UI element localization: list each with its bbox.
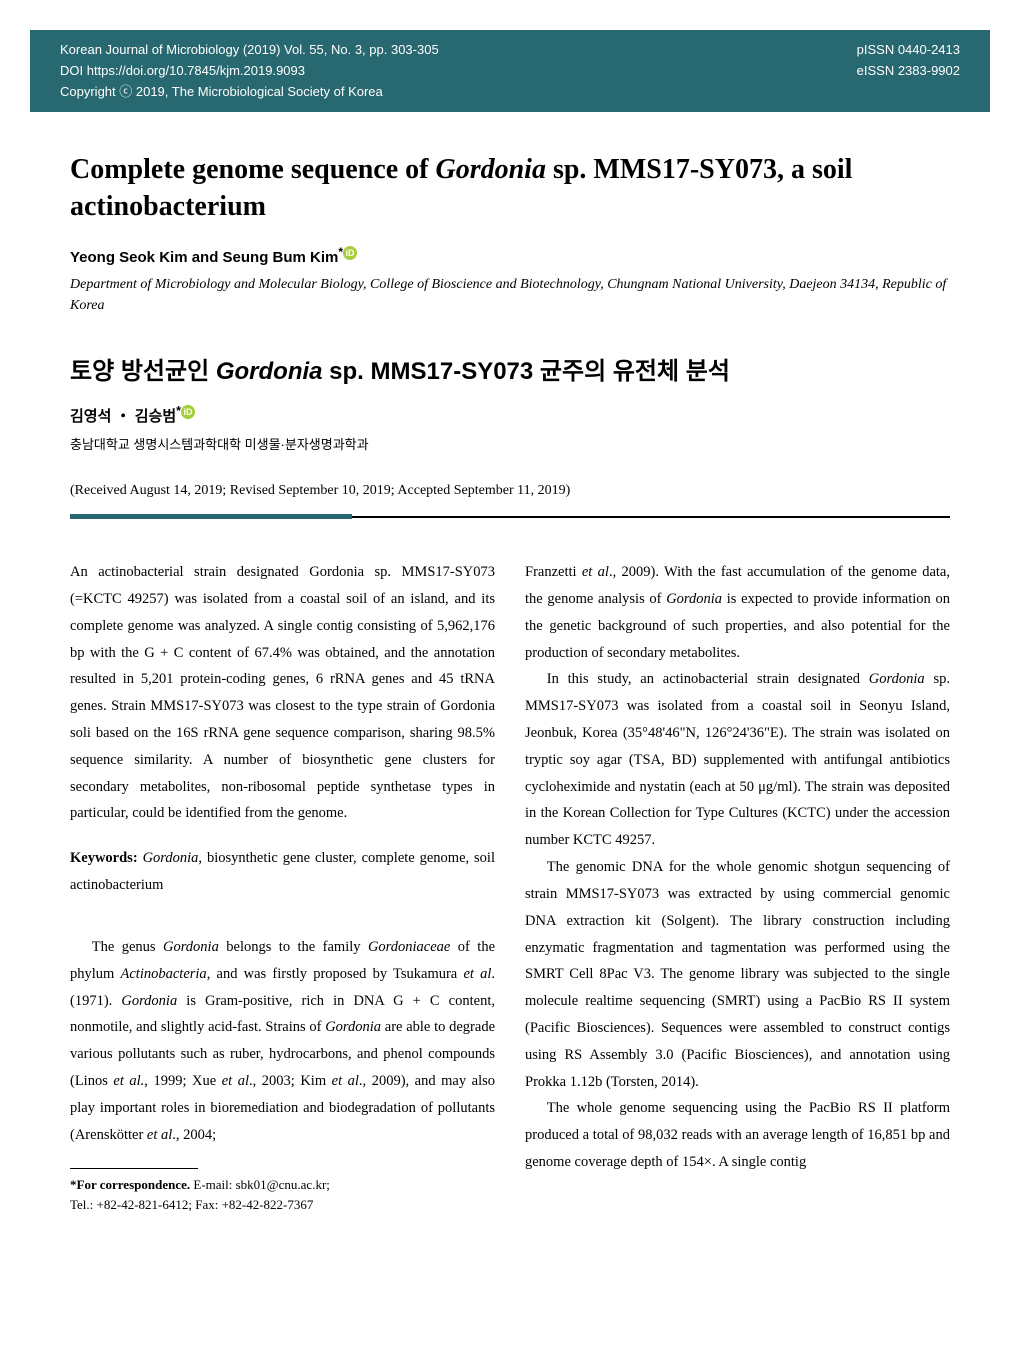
correspondence-footnote: *For correspondence. E-mail: sbk01@cnu.a…	[70, 1175, 495, 1214]
footnote-tel-fax: Tel.: +82-42-821-6412; Fax: +82-42-822-7…	[70, 1197, 313, 1212]
body-seg: ., 2004;	[172, 1127, 216, 1143]
footnote-email: E-mail: sbk01@cnu.ac.kr;	[190, 1177, 330, 1192]
keywords: Keywords: Gordonia, biosynthetic gene cl…	[70, 845, 495, 899]
body-seg: ., 2003; Kim	[249, 1073, 332, 1089]
body-seg: Franzetti	[525, 564, 582, 580]
copyright: Copyright ⓒ 2019, The Microbiological So…	[60, 82, 857, 103]
right-column: Franzetti et al., 2009). With the fast a…	[525, 559, 950, 1214]
journal-header-bar: Korean Journal of Microbiology (2019) Vo…	[30, 30, 990, 112]
divider-teal	[70, 514, 352, 519]
abstract-seg: based on the 16S rRNA gene sequence comp…	[70, 725, 495, 821]
body-italic: et al	[463, 966, 491, 982]
header-left: Korean Journal of Microbiology (2019) Vo…	[60, 40, 857, 102]
article-dates: (Received August 14, 2019; Revised Septe…	[70, 483, 950, 499]
korean-affiliation: 충남대학교 생명시스템과학대학 미생물·분자생명과학과	[70, 434, 950, 453]
body-paragraph: The whole genome sequencing using the Pa…	[525, 1095, 950, 1175]
body-italic: Actinobacteria	[121, 966, 207, 982]
abstract-seg: sp. MMS17-SY073 (=KCTC 49257) was isolat…	[70, 564, 495, 714]
authors-line: Yeong Seok Kim and Seung Bum Kim*iD	[70, 245, 950, 266]
doi: DOI https://doi.org/10.7845/kjm.2019.909…	[60, 61, 857, 82]
korean-title-italic: Gordonia	[216, 358, 323, 385]
body-paragraph: In this study, an actinobacterial strain…	[525, 666, 950, 854]
body-italic: Gordonia	[121, 993, 177, 1009]
body-italic: Gordoniaceae	[368, 939, 450, 955]
body-italic: et al	[582, 564, 609, 580]
footnote-rule	[70, 1168, 198, 1169]
body-italic: Gordonia	[666, 591, 722, 607]
body-seg: , 1999; Xue	[144, 1073, 221, 1089]
abstract-seg: An actinobacterial strain designated	[70, 564, 309, 580]
korean-title: 토양 방선균인 Gordonia sp. MMS17-SY073 균주의 유전체…	[70, 351, 950, 386]
korean-title-suffix: sp. MMS17-SY073 균주의 유전체 분석	[323, 358, 730, 385]
body-seg: , and was firstly proposed by Tsukamura	[207, 966, 464, 982]
affiliation: Department of Microbiology and Molecular…	[70, 274, 950, 316]
body-italic: Gordonia	[163, 939, 219, 955]
eissn: eISSN 2383-9902	[857, 61, 960, 82]
korean-authors: 김영석 ・ 김승범*iD	[70, 404, 950, 426]
article-title: Complete genome sequence of Gordonia sp.…	[70, 152, 950, 225]
journal-citation: Korean Journal of Microbiology (2019) Vo…	[60, 40, 857, 61]
body-italic: Gordonia	[325, 1019, 381, 1035]
body-seg: The genus	[92, 939, 163, 955]
body-italic: et al.	[113, 1073, 144, 1089]
body-paragraph: The genomic DNA for the whole genomic sh…	[525, 854, 950, 1095]
korean-title-prefix: 토양 방선균인	[70, 358, 216, 385]
pissn: pISSN 0440-2413	[857, 40, 960, 61]
two-column-body: An actinobacterial strain designated Gor…	[70, 559, 950, 1214]
body-italic: et al	[222, 1073, 249, 1089]
orcid-icon: iD	[343, 246, 357, 260]
body-seg: In this study, an actinobacterial strain…	[547, 671, 869, 687]
authors-names: Yeong Seok Kim and Seung Bum Kim	[70, 249, 338, 266]
body-italic: et al	[332, 1073, 359, 1089]
body-italic: Gordonia	[869, 671, 925, 687]
article-content: Complete genome sequence of Gordonia sp.…	[0, 112, 1020, 1244]
keywords-label: Keywords:	[70, 850, 143, 866]
abstract-italic: Gordonia	[309, 564, 364, 580]
left-column: An actinobacterial strain designated Gor…	[70, 559, 495, 1214]
abstract: An actinobacterial strain designated Gor…	[70, 559, 495, 827]
header-right: pISSN 0440-2413 eISSN 2383-9902	[857, 40, 960, 102]
title-italic: Gordonia	[435, 154, 545, 185]
body-paragraph: Franzetti et al., 2009). With the fast a…	[525, 559, 950, 666]
divider-black	[352, 516, 950, 518]
korean-orcid-icon: iD	[181, 405, 195, 419]
footnote-label: *For correspondence.	[70, 1177, 190, 1192]
body-paragraph: The genus Gordonia belongs to the family…	[70, 934, 495, 1149]
body-seg: belongs to the family	[219, 939, 368, 955]
body-italic: et al	[147, 1127, 172, 1143]
section-divider	[70, 514, 950, 519]
keywords-italic: Gordonia	[143, 850, 199, 866]
title-prefix: Complete genome sequence of	[70, 154, 435, 185]
korean-authors-names: 김영석 ・ 김승범	[70, 408, 176, 425]
body-seg: sp. MMS17-SY073 was isolated from a coas…	[525, 671, 950, 848]
